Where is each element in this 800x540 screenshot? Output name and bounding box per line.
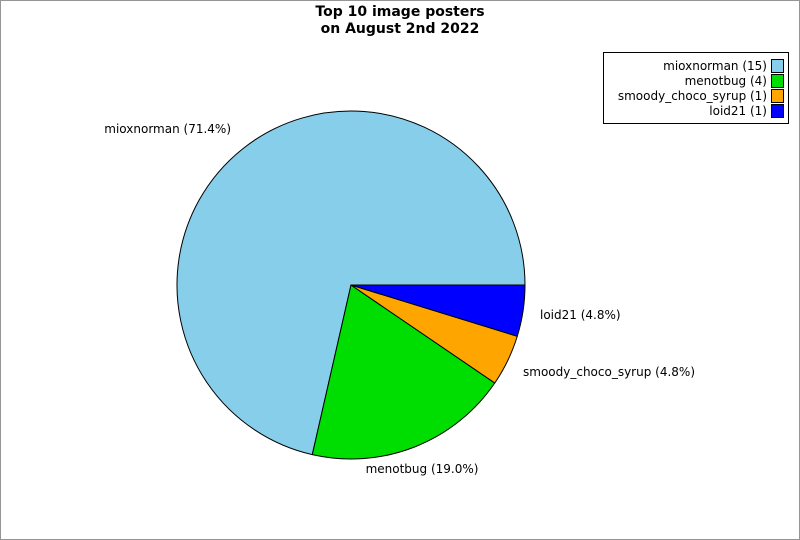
pie-slice-loid21 — [350, 284, 526, 337]
legend-item-menotbug: menotbug (4) — [606, 73, 784, 88]
slice-label-menotbug: menotbug (19.0%) — [365, 462, 479, 476]
legend: mioxnorman (15) menotbug (4) smoody_choc… — [603, 52, 789, 124]
pie-slice-menotbug — [311, 284, 496, 460]
legend-item-smoody-choco-syrup: smoody_choco_syrup (1) — [606, 88, 784, 103]
chart-title-line2: on August 2nd 2022 — [320, 21, 480, 37]
legend-item-label: loid21 (1) — [709, 103, 767, 118]
legend-item-loid21: loid21 (1) — [606, 103, 784, 118]
slice-label-smoody-choco-syrup: smoody_choco_syrup (4.8%) — [523, 365, 696, 379]
legend-swatch-loid21 — [771, 103, 784, 118]
pie-slice-mioxnorman — [176, 110, 526, 456]
legend-swatch-smoody-choco-syrup — [771, 88, 784, 103]
slice-label-mioxnorman: mioxnorman (71.4%) — [104, 122, 231, 136]
legend-swatch-menotbug — [771, 73, 784, 88]
chart-title: Top 10 image posters on August 2nd 2022 — [1, 4, 799, 38]
slice-label-loid21: loid21 (4.8%) — [540, 308, 621, 322]
chart-title-line1: Top 10 image posters — [315, 4, 485, 20]
legend-item-mioxnorman: mioxnorman (15) — [606, 58, 784, 73]
legend-item-label: menotbug (4) — [684, 73, 767, 88]
legend-item-label: mioxnorman (15) — [663, 58, 767, 73]
legend-item-label: smoody_choco_syrup (1) — [617, 88, 767, 103]
legend-swatch-mioxnorman — [771, 58, 784, 73]
